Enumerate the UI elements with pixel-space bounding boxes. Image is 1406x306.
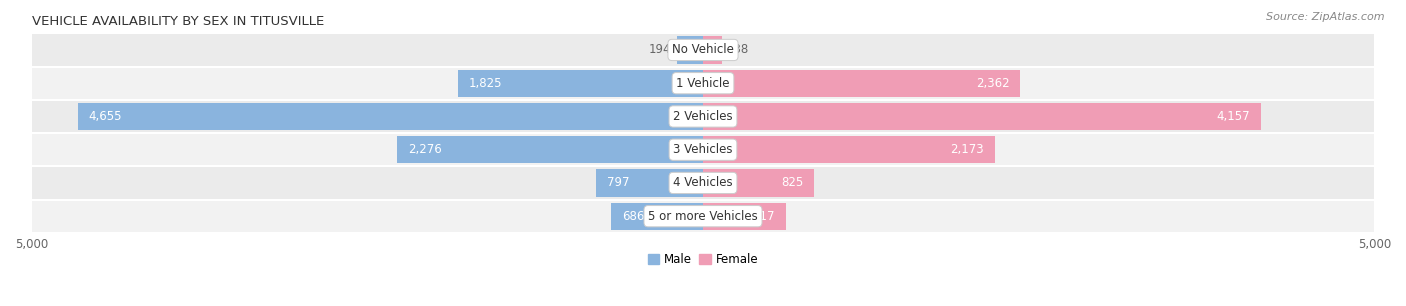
Bar — [31, 166, 1375, 200]
Bar — [703, 103, 1261, 130]
Text: 1,825: 1,825 — [468, 77, 502, 90]
Bar — [703, 203, 786, 230]
Text: 797: 797 — [607, 177, 630, 189]
Legend: Male, Female: Male, Female — [643, 248, 763, 271]
Text: 1 Vehicle: 1 Vehicle — [676, 77, 730, 90]
Bar — [31, 67, 1375, 100]
Text: 825: 825 — [780, 177, 803, 189]
Text: Source: ZipAtlas.com: Source: ZipAtlas.com — [1267, 12, 1385, 22]
Text: 5 or more Vehicles: 5 or more Vehicles — [648, 210, 758, 223]
Text: 4,655: 4,655 — [89, 110, 122, 123]
Bar — [610, 203, 703, 230]
Text: VEHICLE AVAILABILITY BY SEX IN TITUSVILLE: VEHICLE AVAILABILITY BY SEX IN TITUSVILL… — [31, 15, 323, 28]
Bar — [596, 169, 703, 196]
Bar — [703, 169, 814, 196]
Text: 4,157: 4,157 — [1216, 110, 1250, 123]
Bar — [31, 33, 1375, 67]
Text: 3 Vehicles: 3 Vehicles — [673, 143, 733, 156]
Text: 2,173: 2,173 — [950, 143, 984, 156]
Bar — [703, 36, 721, 64]
Text: 2,362: 2,362 — [976, 77, 1010, 90]
Text: 138: 138 — [727, 43, 749, 57]
Text: No Vehicle: No Vehicle — [672, 43, 734, 57]
Text: 194: 194 — [650, 43, 672, 57]
Text: 686: 686 — [621, 210, 644, 223]
Text: 617: 617 — [752, 210, 775, 223]
Text: 2,276: 2,276 — [408, 143, 441, 156]
Bar — [703, 136, 995, 163]
Bar — [31, 200, 1375, 233]
Bar — [676, 36, 703, 64]
Bar — [31, 133, 1375, 166]
Text: 4 Vehicles: 4 Vehicles — [673, 177, 733, 189]
Bar — [77, 103, 703, 130]
Text: 2 Vehicles: 2 Vehicles — [673, 110, 733, 123]
Bar — [31, 100, 1375, 133]
Bar — [398, 136, 703, 163]
Bar — [458, 69, 703, 97]
Bar — [703, 69, 1021, 97]
